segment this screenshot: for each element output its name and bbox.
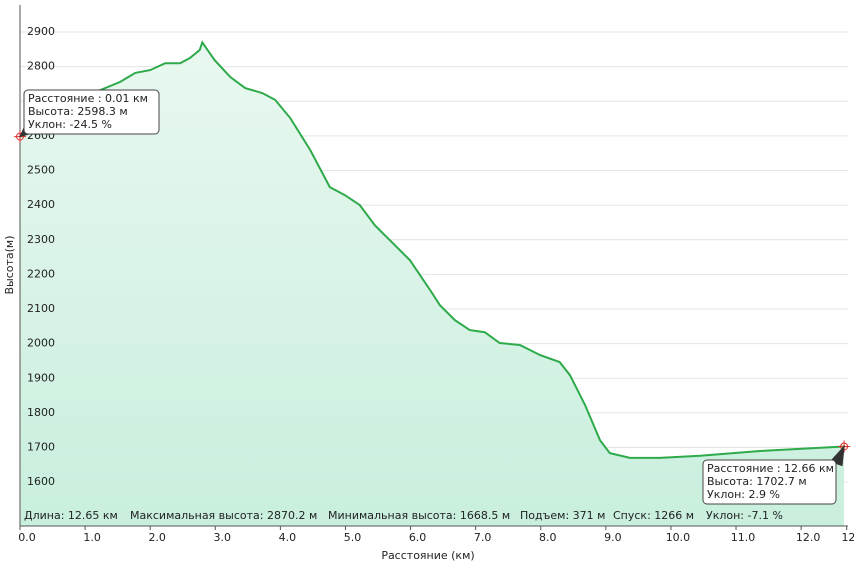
tooltip-text: Уклон: -24.5 %	[28, 118, 112, 131]
x-tick-label: 6.0	[409, 531, 427, 544]
tooltip-box	[23, 89, 160, 135]
y-tick-label: 2800	[27, 60, 55, 73]
x-tick-label: 8.0	[539, 531, 557, 544]
y-tick-label: 2400	[27, 198, 55, 211]
y-tick-label: 2000	[27, 337, 55, 350]
x-tick-label: 0.0	[18, 531, 36, 544]
tooltip-text: Уклон: 2.9 %	[707, 488, 780, 501]
x-tick-label: 5.0	[344, 531, 362, 544]
y-axis-label: Высота(м)	[3, 235, 16, 294]
y-tick-label: 2500	[27, 164, 55, 177]
x-tick-label: 9.0	[604, 531, 622, 544]
y-tick-label: 1600	[27, 475, 55, 488]
x-tick-label: 2.0	[148, 531, 166, 544]
stat: Минимальная высота: 1668.5 м	[328, 509, 510, 522]
y-tick-label: 2900	[27, 25, 55, 38]
tooltip-text: Высота: 1702.7 м	[707, 475, 807, 488]
stat: Длина: 12.65 км	[24, 509, 118, 522]
x-tick-label: 11.0	[731, 531, 756, 544]
stat: Подъем: 371 м	[520, 509, 605, 522]
x-tick-label: 7.0	[474, 531, 492, 544]
stat: Уклон: -7.1 %	[706, 509, 783, 522]
tooltip-text: Расстояние : 0.01 км	[28, 92, 148, 105]
plot	[19, 40, 845, 527]
y-tick-label: 1700	[27, 441, 55, 454]
x-tick-label: 10.0	[666, 531, 691, 544]
tooltip-text: Высота: 2598.3 м	[28, 105, 128, 118]
stat: Максимальная высота: 2870.2 м	[130, 509, 317, 522]
x-tick-label: 1.0	[83, 531, 101, 544]
stat: Спуск: 1266 м	[613, 509, 694, 522]
y-tick-label: 1800	[27, 406, 55, 419]
x-tick-label: 12.0	[796, 531, 821, 544]
tooltip-box	[702, 459, 837, 505]
y-tick-label: 2200	[27, 267, 55, 280]
elevation-line	[19, 40, 845, 459]
y-tick-label: 2100	[27, 302, 55, 315]
y-tick-label: 1900	[27, 371, 55, 384]
x-axis-label: Расстояние (км)	[381, 549, 474, 562]
area	[20, 42, 845, 527]
tooltip-text: Расстояние : 12.66 км	[707, 462, 834, 475]
x-tick-label: 3.0	[214, 531, 232, 544]
x-tick-label: 4.0	[279, 531, 297, 544]
x-tick-label: 12.7	[841, 531, 854, 544]
y-tick-label: 2300	[27, 233, 55, 246]
